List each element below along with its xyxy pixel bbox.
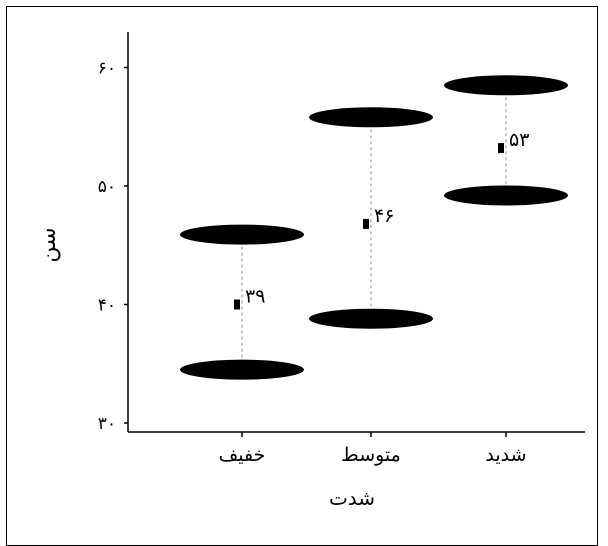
y-axis-label: سن [36,227,61,262]
chart: ۳۰ ۴۰ ۵۰ ۶۰ خفیف متوسط شدید ۳۹ ۴۶ ۵۳ سن شدت [36,32,585,510]
mean-marker [363,218,369,229]
upper-bound-cap [180,224,304,245]
y-tick-label: ۵۰ [98,177,116,197]
mean-label: ۵۳ [509,129,529,151]
y-tick-label: ۳۰ [98,414,116,434]
x-tick-label: شدید [485,444,526,466]
axes: ۳۰ ۴۰ ۵۰ ۶۰ خفیف متوسط شدید [98,32,585,466]
y-tick-label: ۶۰ [98,59,116,79]
marks: ۳۹ ۴۶ ۵۳ [180,75,568,380]
lower-bound-cap [309,308,433,329]
upper-bound-cap [309,107,433,128]
upper-bound-cap [444,75,568,96]
x-axis-label: شدت [329,486,375,510]
lower-bound-cap [444,185,568,206]
x-tick-label: متوسط [341,444,401,466]
mean-marker [498,143,504,154]
mean-label: ۳۹ [245,286,265,308]
y-tick-label: ۴۰ [98,296,116,316]
x-tick-label: خفیف [219,444,266,466]
mean-label: ۴۶ [374,205,394,227]
lower-bound-cap [180,359,304,380]
mean-marker [234,299,240,310]
